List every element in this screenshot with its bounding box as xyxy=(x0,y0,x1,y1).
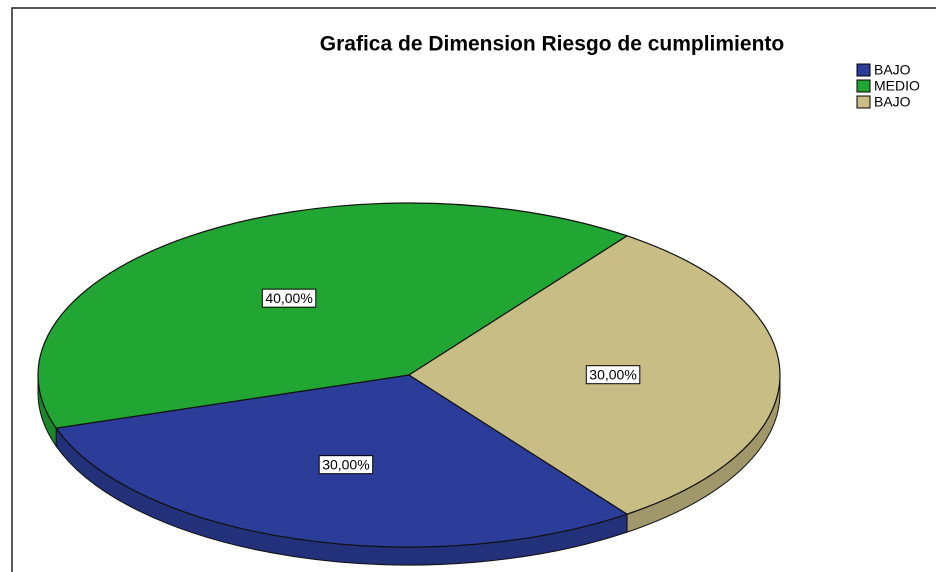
legend-label: BAJO xyxy=(874,62,911,78)
legend-label: MEDIO xyxy=(874,78,920,94)
data-label: 40,00% xyxy=(261,288,317,308)
data-label-box xyxy=(585,365,641,385)
data-label: 30,00% xyxy=(318,455,374,475)
chart-title: Grafica de Dimension Riesgo de cumplimie… xyxy=(320,33,784,56)
legend-swatch xyxy=(856,79,871,93)
legend-swatch xyxy=(856,63,871,77)
legend-label: BAJO xyxy=(874,94,911,110)
data-label: 30,00% xyxy=(585,365,641,385)
data-label-text: 40,00% xyxy=(265,290,312,306)
legend-swatch xyxy=(856,95,871,109)
data-label-box xyxy=(318,455,374,475)
data-label-text: 30,00% xyxy=(589,367,636,383)
slice xyxy=(37,202,629,429)
data-label-box xyxy=(261,288,317,308)
data-label-text: 30,00% xyxy=(322,457,369,473)
